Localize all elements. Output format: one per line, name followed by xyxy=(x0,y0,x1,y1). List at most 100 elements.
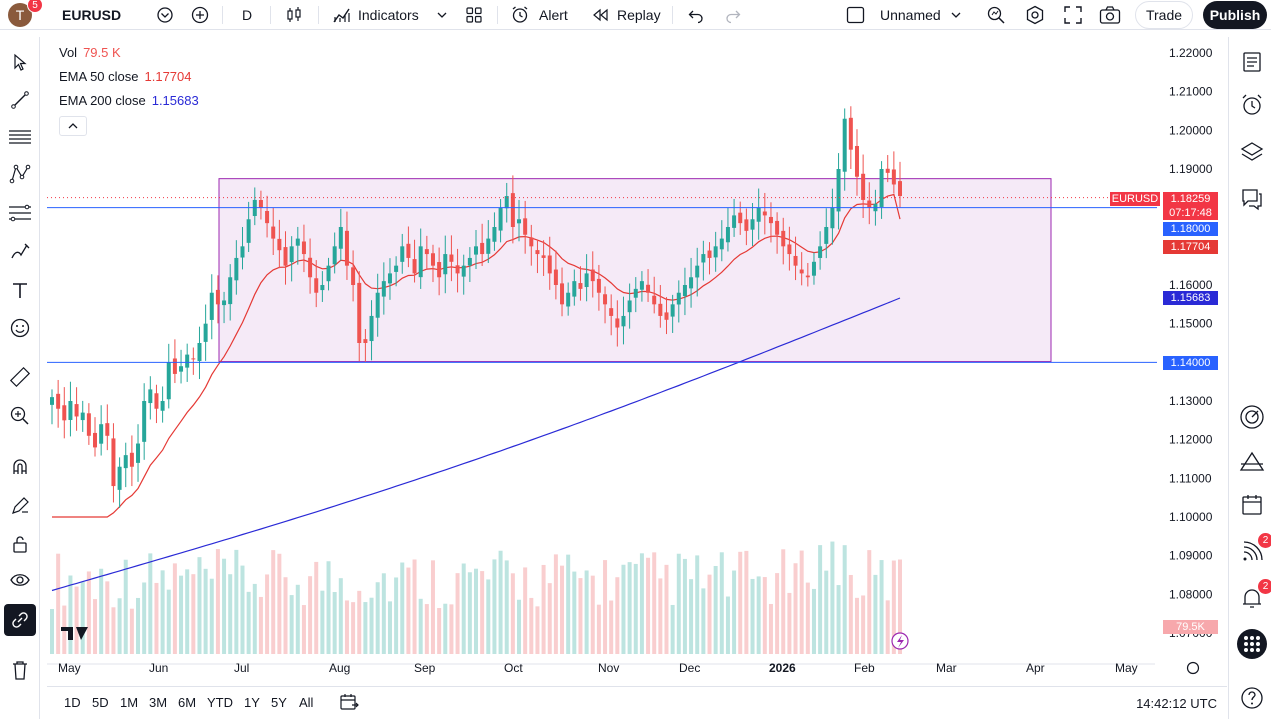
templates-grid-icon[interactable] xyxy=(465,0,483,30)
range-5y[interactable]: 5Y xyxy=(271,695,287,710)
layout-name-button[interactable]: Unnamed xyxy=(846,0,941,30)
candle-body xyxy=(824,227,829,244)
target-icon[interactable] xyxy=(1237,402,1267,432)
price-chart[interactable]: 1.22000 1.21000 1.20000 1.19000 1.16000 1.150… xyxy=(47,37,1227,686)
lock-icon[interactable] xyxy=(4,528,36,560)
layers-icon[interactable] xyxy=(1237,137,1267,167)
candle-body xyxy=(818,246,823,258)
interval-selector[interactable]: D xyxy=(242,7,253,23)
price-tick-label: 1.16000 xyxy=(1169,278,1213,292)
symbol-dropdown-icon[interactable] xyxy=(156,0,174,30)
trash-icon[interactable] xyxy=(4,654,36,686)
notifications-bell-icon[interactable]: 2 xyxy=(1237,579,1271,613)
candle-body xyxy=(572,281,577,297)
quick-search-icon[interactable] xyxy=(986,0,1006,30)
brush-icon[interactable] xyxy=(4,236,36,268)
volume-bar xyxy=(811,588,816,654)
candle-body xyxy=(480,242,485,255)
help-icon[interactable] xyxy=(1237,683,1267,713)
candle-type-icon[interactable] xyxy=(285,0,303,30)
volume-bar xyxy=(160,570,165,654)
candle-body xyxy=(99,424,104,444)
volume-bar xyxy=(535,606,540,654)
ideas-mountain-icon[interactable] xyxy=(1237,447,1267,477)
candle-body xyxy=(455,265,460,274)
price-tick-label: 1.15000 xyxy=(1169,317,1213,331)
range-6m[interactable]: 6M xyxy=(178,695,197,710)
settings-gear-icon[interactable] xyxy=(1025,0,1045,30)
range-ytd[interactable]: YTD xyxy=(207,695,233,710)
fullscreen-icon[interactable] xyxy=(1063,0,1083,30)
redo-icon[interactable] xyxy=(724,0,742,30)
candle-body xyxy=(240,246,245,258)
top-toolbar: T 5 EURUSD D Indicators Alert Replay Unn… xyxy=(0,0,1271,30)
candle-body xyxy=(265,210,270,224)
volume-bar xyxy=(443,603,448,654)
range-1m[interactable]: 1M xyxy=(120,695,139,710)
candle-body xyxy=(338,227,343,249)
trend-line-icon[interactable] xyxy=(4,84,36,116)
chat-icon[interactable] xyxy=(1237,184,1267,214)
undo-icon[interactable] xyxy=(687,0,705,30)
watchlist-icon[interactable] xyxy=(1237,47,1267,77)
candle-body xyxy=(387,273,392,284)
volume-bar xyxy=(246,591,251,654)
range-1d[interactable]: 1D xyxy=(64,695,81,710)
replay-button[interactable]: Replay xyxy=(591,0,661,30)
volume-bar xyxy=(756,576,761,654)
stay-in-drawing-icon[interactable] xyxy=(4,490,36,522)
ema50-legend[interactable]: EMA 50 close 1.17704 xyxy=(59,69,192,84)
zoom-in-icon[interactable] xyxy=(4,400,36,432)
link-icon[interactable] xyxy=(4,604,36,636)
volume-bar xyxy=(252,583,257,654)
volume-legend-label: Vol xyxy=(59,45,78,60)
eye-visibility-icon[interactable] xyxy=(4,564,36,596)
candle-body xyxy=(258,199,263,208)
symbol-search[interactable]: EURUSD xyxy=(62,7,122,23)
candle-body xyxy=(541,255,546,258)
range-1y[interactable]: 1Y xyxy=(244,695,260,710)
clock-timezone[interactable]: 14:42:12 UTC xyxy=(1136,696,1217,711)
snapshot-camera-icon[interactable] xyxy=(1099,0,1121,30)
alerts-clock-icon[interactable] xyxy=(1237,90,1267,120)
volume-bar xyxy=(713,565,718,654)
ruler-icon[interactable] xyxy=(4,361,36,393)
time-tick-label: Aug xyxy=(329,661,350,675)
candle-body xyxy=(123,455,128,469)
text-tool-icon[interactable] xyxy=(4,274,36,306)
cursor-icon[interactable] xyxy=(4,46,36,78)
pattern-icon[interactable] xyxy=(4,158,36,190)
range-3m[interactable]: 3M xyxy=(149,695,168,710)
ema200-legend-label: EMA 200 close xyxy=(59,93,146,108)
range-5d[interactable]: 5D xyxy=(92,695,109,710)
indicators-dropdown-icon[interactable] xyxy=(436,0,448,30)
candle-body xyxy=(658,303,663,316)
candle-body xyxy=(215,289,220,305)
collapse-legend-button[interactable] xyxy=(59,116,87,136)
candle-body xyxy=(842,118,847,172)
price-tick-label: 1.11000 xyxy=(1169,471,1212,485)
range-all[interactable]: All xyxy=(299,695,314,710)
compare-symbol-icon[interactable] xyxy=(191,0,209,30)
ema50-legend-label: EMA 50 close xyxy=(59,69,139,84)
trade-button[interactable]: Trade xyxy=(1135,1,1193,29)
volume-bar xyxy=(99,568,104,654)
alert-button[interactable]: Alert xyxy=(511,0,568,30)
volume-legend[interactable]: Vol 79.5 K xyxy=(59,45,121,60)
publish-button[interactable]: Publish xyxy=(1203,1,1267,29)
ema200-legend[interactable]: EMA 200 close 1.15683 xyxy=(59,93,199,108)
date-range-calendar-icon[interactable] xyxy=(339,692,359,715)
indicators-button[interactable]: Indicators xyxy=(332,0,419,30)
magnet-icon[interactable] xyxy=(4,451,36,483)
apps-grid-icon[interactable] xyxy=(1237,629,1267,659)
volume-bar xyxy=(768,603,773,654)
signals-broadcast-icon[interactable]: 2 xyxy=(1237,533,1271,567)
fib-retracement-icon[interactable] xyxy=(4,197,36,229)
horizontal-lines-icon[interactable] xyxy=(4,121,36,153)
calendar-icon[interactable] xyxy=(1237,490,1267,520)
emoji-icon[interactable] xyxy=(4,312,36,344)
tradingview-logo-icon xyxy=(61,627,88,640)
layout-dropdown-icon[interactable] xyxy=(950,0,962,30)
price-tick-label: 1.12000 xyxy=(1169,433,1213,447)
volume-bar xyxy=(609,600,614,654)
